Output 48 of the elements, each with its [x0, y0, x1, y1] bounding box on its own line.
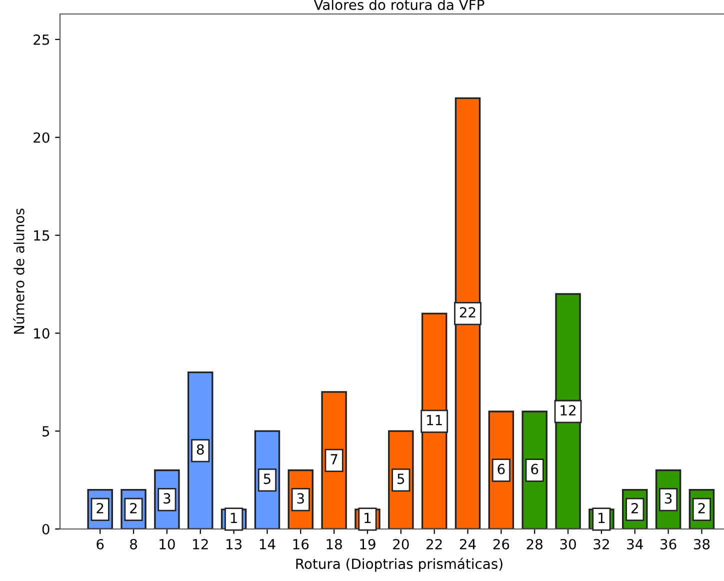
y-tick-label: 15: [34, 230, 50, 241]
bar: [555, 293, 581, 529]
data-label: 1: [364, 512, 371, 524]
x-tick-label: 30: [560, 538, 576, 550]
y-tick-label: 25: [34, 34, 50, 45]
x-tick-label: 19: [360, 538, 376, 550]
data-label: 11: [427, 415, 442, 426]
data-label: 22: [460, 307, 476, 318]
x-tick-label: 26: [493, 538, 510, 550]
x-tick-label: 12: [193, 538, 208, 550]
x-tick-label: 24: [460, 538, 476, 550]
data-label: 12: [560, 405, 576, 416]
x-tick-label: 36: [660, 538, 676, 550]
data-label: 6: [531, 464, 538, 474]
data-label: 3: [664, 493, 672, 504]
data-label: 6: [498, 464, 505, 474]
y-tick-label: 10: [34, 328, 50, 339]
bar: [454, 97, 481, 529]
data-label: 3: [164, 493, 170, 504]
x-axis-title: Rotura (Dioptrias prismáticas): [296, 558, 502, 572]
x-tick-label: 14: [260, 539, 276, 550]
data-label: 3: [297, 493, 304, 504]
x-tick-label: 22: [426, 538, 442, 550]
x-tick-label: 8: [130, 538, 137, 550]
x-tick-label: 38: [694, 538, 710, 550]
x-tick-label: 20: [393, 538, 409, 550]
y-tick-label: 20: [34, 132, 50, 143]
x-tick-label: 18: [326, 538, 342, 550]
x-tick-label: 6: [96, 538, 104, 550]
x-tick-label: 32: [594, 538, 609, 550]
data-label: 7: [330, 454, 338, 464]
x-tick-label: 34: [627, 538, 643, 550]
data-label: 5: [398, 474, 404, 484]
x-tick-label: 13: [226, 538, 242, 550]
x-tick-label: 16: [293, 538, 309, 550]
data-label: 2: [631, 502, 638, 514]
data-label: 1: [230, 512, 237, 524]
data-label: 1: [598, 512, 605, 524]
data-label: 2: [698, 502, 705, 514]
data-label: 2: [130, 502, 137, 514]
x-tick-label: 28: [526, 538, 542, 550]
data-label: 8: [196, 444, 204, 455]
x-tick-label: 10: [160, 538, 175, 550]
data-label: 5: [264, 474, 270, 484]
y-tick-label: 5: [42, 426, 50, 437]
y-axis-title: Número de alunos: [13, 208, 24, 334]
y-tick-label: 0: [42, 524, 50, 534]
data-label: 2: [96, 502, 104, 514]
